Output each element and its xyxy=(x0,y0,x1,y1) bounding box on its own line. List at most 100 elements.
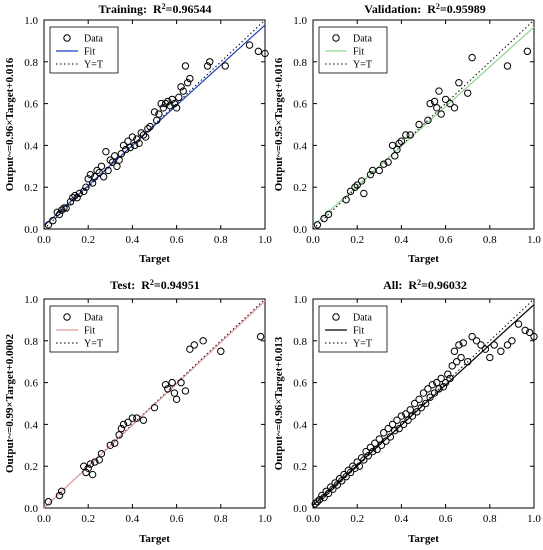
all-data-point xyxy=(357,454,366,462)
test-data-point xyxy=(128,414,137,422)
all-data-point xyxy=(322,487,330,495)
all-x-ticks: 0.0 0.2 0.4 0.6 0.8 1.0 xyxy=(306,513,541,525)
training-data-point xyxy=(203,62,212,70)
test-y-tick: 0.8 xyxy=(24,336,38,348)
all-data-point xyxy=(406,406,414,414)
training-data-point xyxy=(49,216,57,225)
validation-data-point xyxy=(464,89,472,97)
training-data-point xyxy=(135,139,143,148)
test-legend-identity-label: Y=T xyxy=(84,339,103,350)
validation-data-point xyxy=(384,158,392,166)
training-data-point xyxy=(150,108,159,116)
validation-legend-data-label: Data xyxy=(353,34,372,45)
validation-data-point xyxy=(415,120,423,129)
training-x-tick: 0.2 xyxy=(81,234,95,246)
all-data-point xyxy=(433,378,441,387)
validation-data-point xyxy=(351,183,359,191)
training-legend-data-label: Data xyxy=(84,34,103,45)
training-data-point xyxy=(117,150,126,158)
validation-y-tick: 0.8 xyxy=(293,57,307,69)
training-data-point xyxy=(141,133,150,141)
validation-legend-fit-label: Fit xyxy=(353,47,364,58)
test-data-point xyxy=(80,462,88,470)
all-data-point xyxy=(371,439,379,447)
validation-data-point xyxy=(380,160,388,168)
all-x-tick: 0.0 xyxy=(306,513,320,525)
test-data-point xyxy=(86,460,95,468)
all-data-point xyxy=(446,374,454,383)
training-y-tick: 0.4 xyxy=(24,140,38,152)
validation-data-point xyxy=(342,196,350,204)
training-legend-data-marker xyxy=(63,34,71,42)
validation-data-point xyxy=(406,131,414,139)
test-data-point xyxy=(161,380,170,389)
training-y-tick: 0.8 xyxy=(24,57,38,69)
all-y-tick: 0.2 xyxy=(293,461,307,473)
all-data-point xyxy=(386,433,395,441)
training-data-points xyxy=(44,41,269,229)
test-data-point xyxy=(97,449,106,458)
test-data-point xyxy=(168,378,176,387)
training-data-point xyxy=(44,221,53,229)
all-data-point xyxy=(313,498,322,506)
validation-data-point xyxy=(366,170,375,179)
all-data-point xyxy=(346,468,355,477)
all-title-prefix: All: xyxy=(383,278,402,292)
validation-data-point xyxy=(450,104,459,112)
all-data-point xyxy=(413,408,421,416)
validation-data-point xyxy=(424,116,432,125)
test-y-tick: 1.0 xyxy=(24,294,38,306)
validation-data-point xyxy=(437,110,445,118)
training-data-point xyxy=(261,49,269,58)
all-data-point xyxy=(468,332,476,341)
validation-data-point xyxy=(446,99,454,108)
validation-data-point xyxy=(388,141,397,150)
test-data-point xyxy=(186,345,194,353)
training-data-point xyxy=(108,158,117,166)
all-x-tick: 0.6 xyxy=(439,513,453,525)
test-data-point xyxy=(88,470,97,479)
test-y-label: Output~=0.99×Target+0.0002 xyxy=(4,333,16,473)
training-data-point xyxy=(122,145,130,154)
training-y-tick: 0.6 xyxy=(24,99,38,111)
training-data-point xyxy=(75,189,84,198)
training-data-point xyxy=(91,173,99,181)
test-data-point xyxy=(139,416,148,424)
all-data-point xyxy=(435,385,443,393)
all-data-point xyxy=(408,412,417,420)
training-data-point xyxy=(53,208,61,216)
all-legend-box xyxy=(318,305,388,353)
test-legend-fit-label: Fit xyxy=(84,326,95,337)
all-legend-data-marker xyxy=(332,313,340,321)
test-x-label: Target xyxy=(139,533,170,545)
all-x-tick: 0.8 xyxy=(483,513,497,525)
all-data-point xyxy=(486,353,494,362)
test-data-point xyxy=(133,414,141,422)
validation-data-point xyxy=(455,79,463,87)
test-data-point xyxy=(170,389,179,397)
training-y-label: Output~=0.96×Target+0.016 xyxy=(4,57,16,191)
test-x-tick: 0.2 xyxy=(81,513,95,525)
training-data-point xyxy=(155,110,163,118)
training-identity-line xyxy=(43,19,266,230)
training-data-point xyxy=(124,137,132,145)
validation-legend: Data Fit Y=T xyxy=(318,26,388,74)
all-y-tick: 0.8 xyxy=(293,336,307,348)
all-data-point xyxy=(419,389,428,397)
test-data-point xyxy=(82,468,90,477)
training-data-point xyxy=(60,204,68,212)
validation-y-ticks: 0.0 0.2 0.4 0.6 0.8 1.0 xyxy=(293,15,307,236)
training-data-point xyxy=(179,87,187,95)
test-data-point xyxy=(172,395,181,404)
validation-data-point xyxy=(523,47,532,56)
training-data-point xyxy=(115,156,123,164)
validation-x-tick: 0.6 xyxy=(439,234,453,246)
all-y-tick: 0.0 xyxy=(293,503,307,515)
validation-data-point xyxy=(360,189,368,198)
training-data-point xyxy=(95,168,103,177)
training-data-point xyxy=(126,143,134,152)
all-title-r2: 0.96032 xyxy=(428,278,467,292)
training-data-point xyxy=(183,79,192,87)
training-legend-box xyxy=(49,26,119,74)
test-data-point xyxy=(57,487,66,495)
